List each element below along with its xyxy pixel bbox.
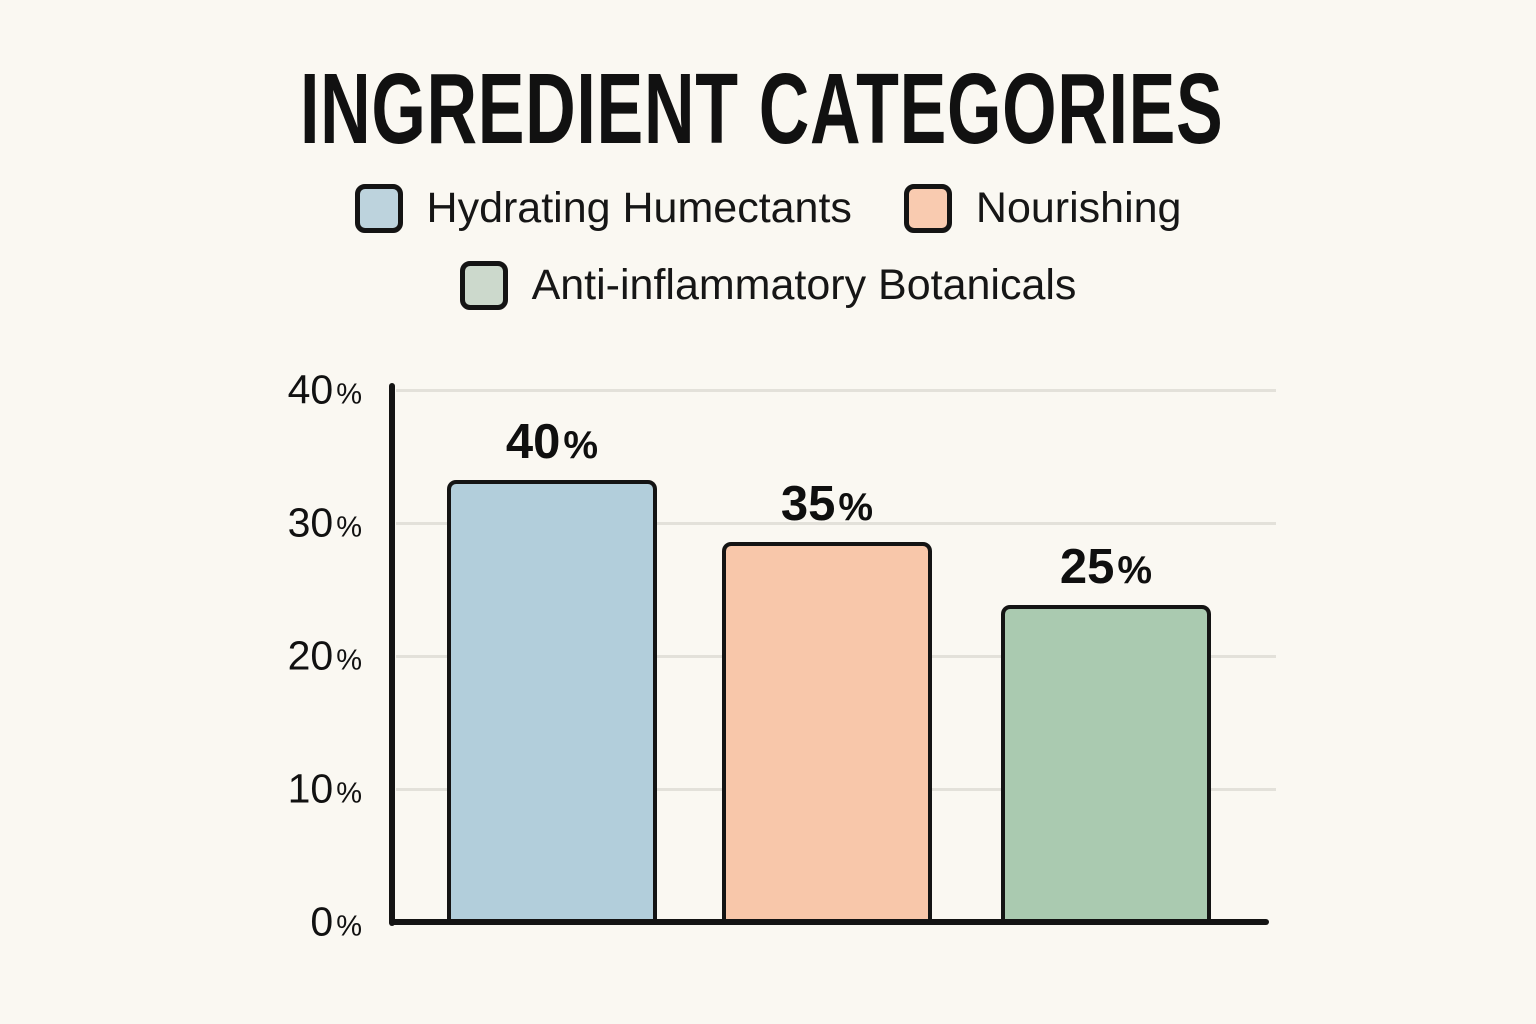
y-tick-label-30: 30% xyxy=(287,499,362,546)
legend-label: Hydrating Humectants xyxy=(426,184,852,232)
legend-swatch-nourishing-icon xyxy=(903,184,952,233)
legend-label: Anti-inflammatory Botanicals xyxy=(531,261,1077,309)
chart-title: INGREDIENT CATEGORIES xyxy=(299,53,1224,165)
legend-item-hydrating-humectants: Hydrating Humectants xyxy=(354,184,852,233)
gridline-40 xyxy=(396,388,1276,392)
legend-item-nourishing: Nourishing xyxy=(903,184,1182,233)
bar-value-label-anti-inflammatory-botanicals: 25% xyxy=(1059,540,1153,595)
legend-row-2: Anti-inflammatory Botanicals xyxy=(459,261,1077,310)
legend: Hydrating Humectants Nourishing Anti-inf… xyxy=(0,184,1536,310)
gridline-30 xyxy=(396,521,1276,525)
bar-value-label-nourishing: 35% xyxy=(780,476,874,531)
legend-item-anti-inflammatory-botanicals: Anti-inflammatory Botanicals xyxy=(459,261,1077,310)
bar-anti-inflammatory-botanicals xyxy=(1001,605,1211,924)
bar-nourishing xyxy=(722,541,932,924)
legend-label: Nourishing xyxy=(975,184,1182,232)
y-axis-line xyxy=(389,383,395,926)
legend-swatch-anti-inflammatory-botanicals-icon xyxy=(459,261,508,310)
bar-hydrating-humectants xyxy=(447,480,657,924)
legend-row-1: Hydrating Humectants Nourishing xyxy=(354,184,1182,233)
bar-value-label-hydrating-humectants: 40% xyxy=(505,415,599,470)
x-axis-line xyxy=(389,919,1269,925)
y-tick-label-0: 0% xyxy=(310,898,362,945)
legend-swatch-hydrating-humectants-icon xyxy=(354,184,403,233)
y-tick-label-10: 10% xyxy=(287,765,362,812)
y-tick-label-40: 40% xyxy=(287,366,362,413)
y-tick-label-20: 20% xyxy=(287,632,362,679)
